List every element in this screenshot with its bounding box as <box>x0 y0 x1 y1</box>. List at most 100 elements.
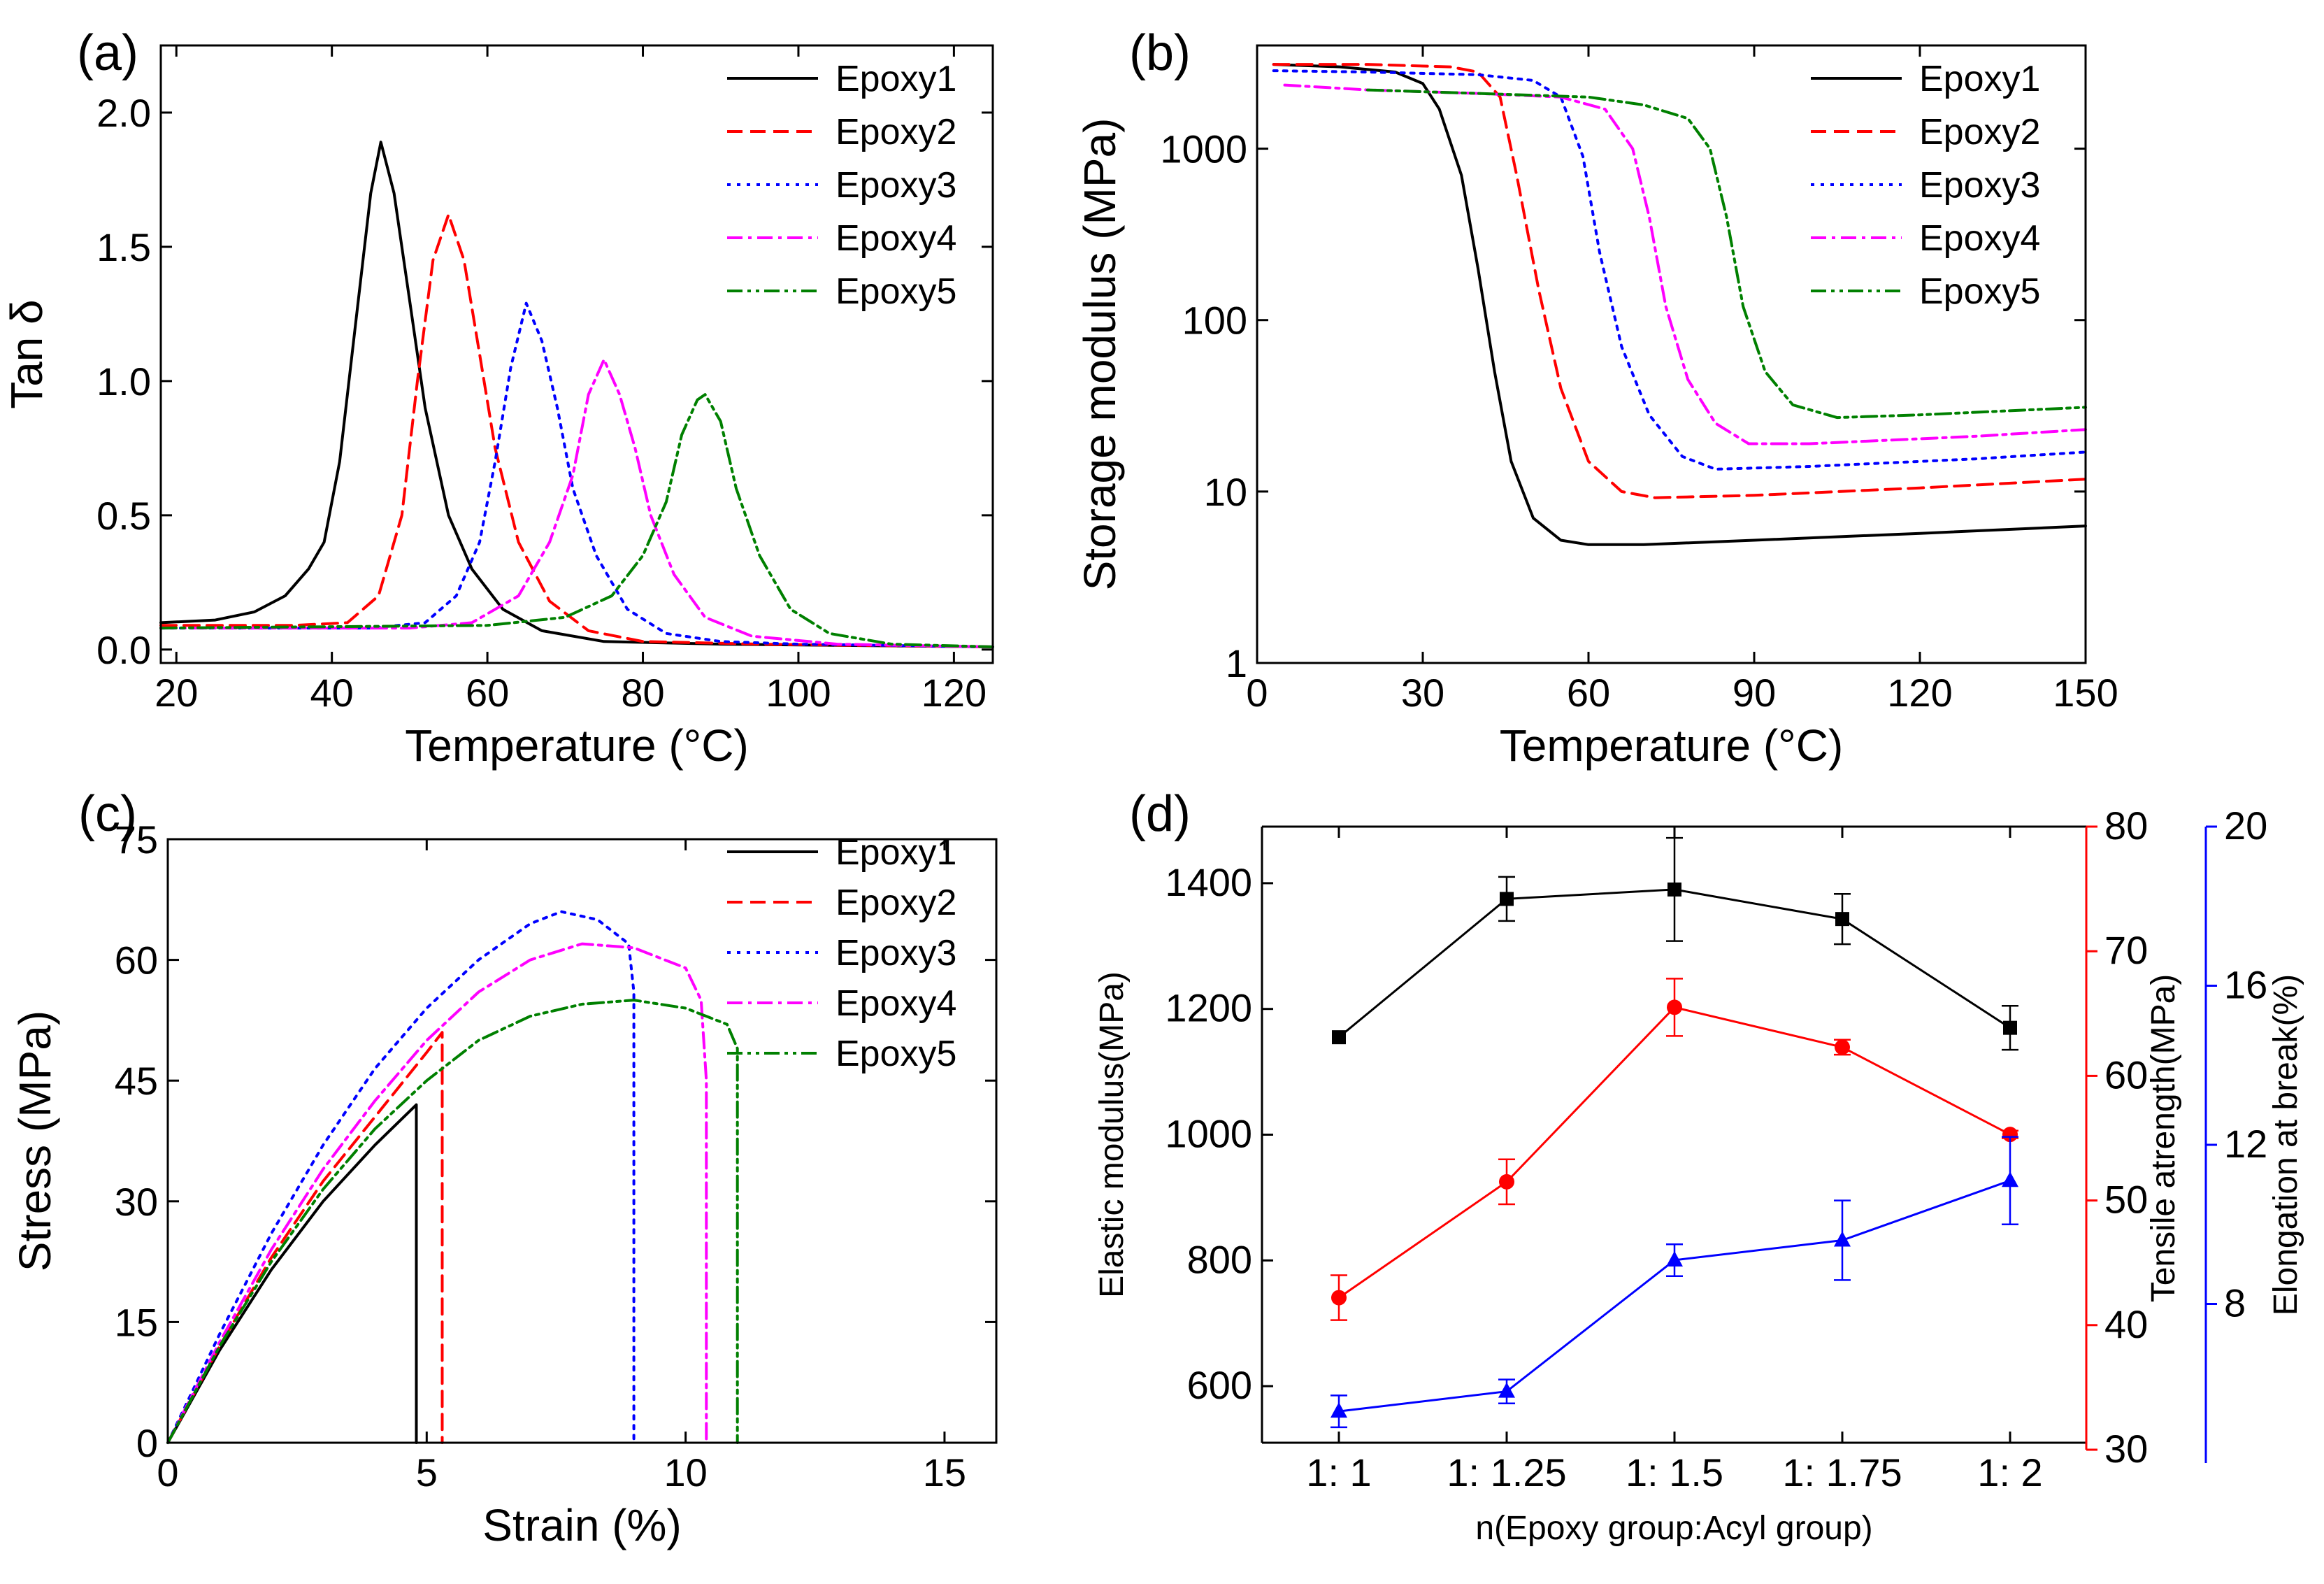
data-point <box>1498 1382 1515 1398</box>
legend-label: Epoxy2 <box>1919 112 2040 152</box>
y-tick-label: 80 <box>2104 804 2148 848</box>
y-axis-2: 8 12 16 20 Elongation at break(%) <box>2204 804 2304 1463</box>
y-tick-label: 75 <box>115 818 158 862</box>
y-axis-1: 30 40 50 60 70 80 Tensile atrength(MPa) <box>2085 804 2182 1471</box>
data-point <box>2002 1127 2018 1143</box>
y-tick-label: 30 <box>115 1180 158 1224</box>
curve-epoxy3 <box>166 910 636 1444</box>
y-tick-label: 16 <box>2224 963 2267 1007</box>
curve-epoxy2 <box>159 213 994 648</box>
data-point <box>1667 882 1681 897</box>
y-axis-label: Tensile atrength(MPa) <box>2145 974 2182 1303</box>
panel-a: (a) 20 40 60 80 100 120 0.0 0.5 1.0 1.5 2.0 Temperat… <box>1 25 994 771</box>
y-tick-label: 10 <box>1204 470 1247 514</box>
data-point <box>1667 999 1682 1015</box>
y-tick-label: 0.0 <box>96 628 151 672</box>
x-axis-label: n(Epoxy group:Acyl group) <box>1475 1510 1872 1547</box>
curve-epoxy2 <box>166 1031 444 1444</box>
x-tick-label: 30 <box>1401 671 1444 715</box>
y-tick-label: 1400 <box>1165 860 1252 904</box>
data-point <box>1332 1030 1346 1045</box>
y-tick-label: 40 <box>2104 1302 2148 1346</box>
x-tick-label: 90 <box>1733 671 1776 715</box>
x-axis-label: Strain (%) <box>482 1500 682 1550</box>
curve-epoxy3 <box>1272 69 2087 471</box>
x-tick-label: 15 <box>923 1450 966 1494</box>
legend-label: Epoxy5 <box>835 1034 956 1074</box>
curve-epoxy5 <box>159 393 994 648</box>
x-tick-label: 1: 1.75 <box>1782 1450 1902 1494</box>
x-tick-label: 40 <box>310 671 354 715</box>
y-tick-label: 12 <box>2224 1122 2267 1166</box>
y-tick-label: 1000 <box>1165 1112 1252 1156</box>
y-tick-label: 50 <box>2104 1178 2148 1222</box>
panel-d: (d) 1: 1 1: 1.25 1: 1.5 1: 1.75 1: 2 n(Epoxy g… <box>1093 786 2304 1547</box>
x-tick-label: 80 <box>621 671 664 715</box>
y-tick-label: 1 <box>1226 641 1247 685</box>
curve-epoxy2 <box>1272 63 2087 499</box>
y-axis-0: 600 800 1000 1200 1400 Elastic modulus(MPa) <box>1093 860 1273 1407</box>
panel-label: (b) <box>1129 25 1191 81</box>
y-tick-label: 60 <box>115 939 158 983</box>
curve-epoxy5 <box>166 999 739 1444</box>
legend: Epoxy1 Epoxy2 Epoxy3 Epoxy4 Epoxy5 <box>1811 59 2040 312</box>
y-tick-label: 1000 <box>1160 127 1247 171</box>
x-tick-label: 100 <box>766 671 831 715</box>
y-tick-label: 1.5 <box>96 225 151 269</box>
y-axis-label: Elongation at break(%) <box>2267 974 2304 1315</box>
legend-label: Epoxy3 <box>1919 165 2040 206</box>
legend-label: Epoxy2 <box>835 883 956 923</box>
y-tick-label: 600 <box>1187 1363 1252 1407</box>
data-point <box>1330 1402 1347 1418</box>
x-tick-label: 1: 1.5 <box>1626 1450 1723 1494</box>
y-tick-label: 0.5 <box>96 494 151 538</box>
x-tick-label: 0 <box>1246 671 1268 715</box>
x-tick-label: 20 <box>155 671 198 715</box>
legend: Epoxy1 Epoxy2 Epoxy3 Epoxy4 Epoxy5 <box>727 832 956 1074</box>
y-tick-label: 0 <box>136 1421 158 1465</box>
y-axis-label: Elastic modulus(MPa) <box>1093 971 1131 1298</box>
curve-epoxy3 <box>159 301 994 648</box>
x-tick-label: 60 <box>1567 671 1610 715</box>
x-tick-label: 120 <box>1887 671 1952 715</box>
curve-epoxy1 <box>166 1103 418 1444</box>
y-axis-label: Storage modulus (MPa) <box>1075 118 1125 591</box>
y-tick-label: 2.0 <box>96 91 151 135</box>
series-elastic-modulus <box>1332 836 2018 1051</box>
data-point <box>1666 1250 1683 1267</box>
legend-label: Epoxy2 <box>835 112 956 152</box>
y-tick-label: 20 <box>2224 804 2267 848</box>
legend-label: Epoxy5 <box>835 271 956 312</box>
y-tick-label: 30 <box>2104 1427 2148 1471</box>
y-tick-label: 70 <box>2104 928 2148 972</box>
legend-label: Epoxy4 <box>835 218 956 259</box>
legend-label: Epoxy1 <box>835 59 956 99</box>
y-axis-label: Tan δ <box>1 299 52 409</box>
panel-b: (b) 0 30 60 90 120 150 1 10 100 1000 Temperature (°… <box>1075 25 2118 771</box>
curve-epoxy1 <box>159 141 994 648</box>
legend-label: Epoxy3 <box>835 165 956 206</box>
y-tick-label: 1.0 <box>96 359 151 404</box>
panel-label: (d) <box>1129 786 1191 842</box>
x-tick-label: 120 <box>921 671 987 715</box>
y-tick-label: 8 <box>2224 1281 2246 1325</box>
data-point <box>1834 1231 1851 1247</box>
x-tick-label: 10 <box>664 1450 707 1494</box>
legend: Epoxy1 Epoxy2 Epoxy3 Epoxy4 Epoxy5 <box>727 59 956 312</box>
y-tick-label: 800 <box>1187 1237 1252 1281</box>
legend-label: Epoxy4 <box>1919 218 2040 259</box>
x-tick-label: 150 <box>2053 671 2118 715</box>
plot-frame <box>166 838 998 1444</box>
x-tick-label: 0 <box>157 1450 178 1494</box>
curve-epoxy1 <box>1272 63 2087 546</box>
data-point <box>1499 1173 1514 1190</box>
x-tick-label: 1: 1 <box>1306 1450 1371 1494</box>
x-tick-label: 1: 1.25 <box>1447 1450 1566 1494</box>
legend-label: Epoxy5 <box>1919 271 2040 312</box>
y-tick-label: 60 <box>2104 1053 2148 1097</box>
x-axis-label: Temperature (°C) <box>405 720 749 771</box>
curve-epoxy5 <box>1366 88 2087 420</box>
y-tick-label: 15 <box>115 1300 158 1344</box>
data-point <box>1835 1039 1850 1055</box>
